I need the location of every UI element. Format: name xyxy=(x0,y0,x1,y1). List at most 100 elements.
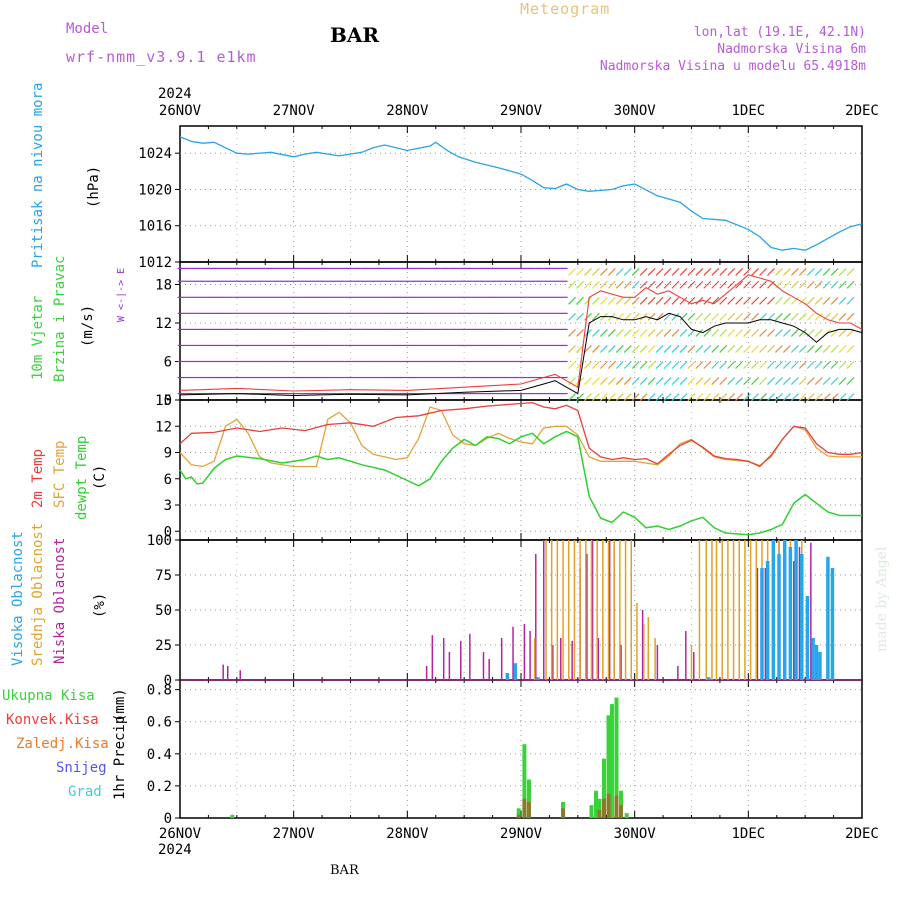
pressure-ylabel: Pritisak na nivou mora xyxy=(30,83,46,268)
wind-barb xyxy=(838,267,847,276)
cloud-bar xyxy=(698,540,701,680)
wind-barb xyxy=(695,345,704,353)
cloud-bar xyxy=(442,638,445,680)
wind-barb xyxy=(767,328,775,337)
ytick-label: 100 xyxy=(147,533,172,549)
wind-barb xyxy=(663,361,672,369)
wind-barb xyxy=(584,345,592,353)
cloud-bar xyxy=(505,673,510,680)
wind-barb xyxy=(790,267,799,276)
wind-barb xyxy=(735,361,744,369)
wind-barb xyxy=(631,312,640,321)
wind-barb xyxy=(592,328,600,337)
wind-barb xyxy=(830,280,839,289)
wind-barb xyxy=(806,280,815,289)
wind-barb xyxy=(615,393,624,402)
wind-barb xyxy=(639,267,648,276)
wind-barb xyxy=(822,393,831,402)
wind-barb xyxy=(695,296,704,305)
wind-barb xyxy=(679,361,688,369)
cloud-bar xyxy=(448,652,451,680)
wind-barb xyxy=(568,377,576,385)
wind-barb xyxy=(623,377,632,385)
cloud-bar xyxy=(738,540,740,680)
wind-barb xyxy=(830,345,839,353)
wind-barb xyxy=(759,345,767,353)
ytick-label: 12 xyxy=(155,419,172,435)
precip-bar xyxy=(516,808,521,818)
wind-barb xyxy=(679,345,688,353)
wind-barb xyxy=(782,393,791,402)
wind-barb xyxy=(663,328,672,337)
cloud-bar xyxy=(732,540,735,680)
ytick-label: 12 xyxy=(155,316,172,332)
wind-barb xyxy=(703,393,712,402)
wind-barb xyxy=(599,361,608,369)
wind-barb xyxy=(584,267,592,276)
ytick-label: 0 xyxy=(164,673,172,689)
wind-barb xyxy=(639,393,648,402)
wind-barb xyxy=(735,312,744,321)
wind-barb xyxy=(615,361,624,369)
wind-barb xyxy=(671,280,680,289)
wind-barb xyxy=(790,345,799,353)
wind-barb xyxy=(679,280,688,289)
wind-barb xyxy=(838,393,847,402)
wind-barb xyxy=(798,312,807,321)
wind-barb xyxy=(687,267,696,276)
wind-barb xyxy=(719,328,728,337)
wind-barb xyxy=(631,280,640,289)
wind-unit: (m/s) xyxy=(80,305,96,347)
cloud-bar xyxy=(630,540,633,680)
wind-barb xyxy=(687,296,696,305)
cloud-bar xyxy=(488,659,490,680)
wind-barb xyxy=(607,377,616,385)
wind-barb xyxy=(790,328,799,337)
top-date-label: 1DEC xyxy=(731,103,765,119)
wind-barb xyxy=(599,267,608,276)
wind-barb xyxy=(623,296,632,305)
cloud-bar xyxy=(608,540,611,680)
cloud-bar xyxy=(771,540,776,680)
wind-barb xyxy=(671,377,680,385)
cloud-bar xyxy=(798,547,801,680)
wind-barb xyxy=(814,361,823,369)
cloud-bar xyxy=(460,640,462,680)
cloud-bar xyxy=(818,652,822,680)
top-date-label: 30NOV xyxy=(614,103,657,119)
wind-barb xyxy=(806,296,815,305)
bottom-date-ticks: 26NOV 27NOV 28NOV 29NOV 30NOV 1DEC 2DEC xyxy=(159,826,879,842)
wind-barb xyxy=(767,345,775,353)
wind-barb xyxy=(751,377,759,385)
bottom-date-label: 2DEC xyxy=(845,826,879,842)
wind-barb xyxy=(584,361,592,369)
wind-barb xyxy=(679,377,688,385)
wind-barb xyxy=(568,296,576,305)
wind-barb xyxy=(631,345,640,353)
wind-barb xyxy=(655,393,664,402)
wind-barb xyxy=(798,393,807,402)
wind-barb xyxy=(679,296,688,305)
wind-barb xyxy=(838,296,847,305)
wind-barb xyxy=(743,280,752,289)
wind-barb xyxy=(759,280,767,289)
wind-barb xyxy=(599,393,608,402)
cloud-bar xyxy=(431,635,434,680)
temp-ylabel-3: dewpt Temp xyxy=(74,436,90,520)
wind-barb xyxy=(711,267,720,276)
wind-barb xyxy=(671,312,680,321)
cloud-bar xyxy=(590,540,593,680)
wind-barb xyxy=(663,280,672,289)
wind-barb xyxy=(719,393,728,402)
wind-speed-line xyxy=(179,312,863,397)
precip-bar xyxy=(522,744,527,818)
wind-barb xyxy=(806,377,815,385)
wind-barb xyxy=(568,393,576,402)
wind-barb xyxy=(719,377,728,385)
wind-barb xyxy=(687,377,696,385)
cloud-bar xyxy=(425,666,428,680)
ytick-label: 0.4 xyxy=(147,747,172,763)
cloud-bar xyxy=(239,670,241,680)
ytick-label: 1020 xyxy=(138,182,172,198)
wind-barb xyxy=(782,328,791,337)
